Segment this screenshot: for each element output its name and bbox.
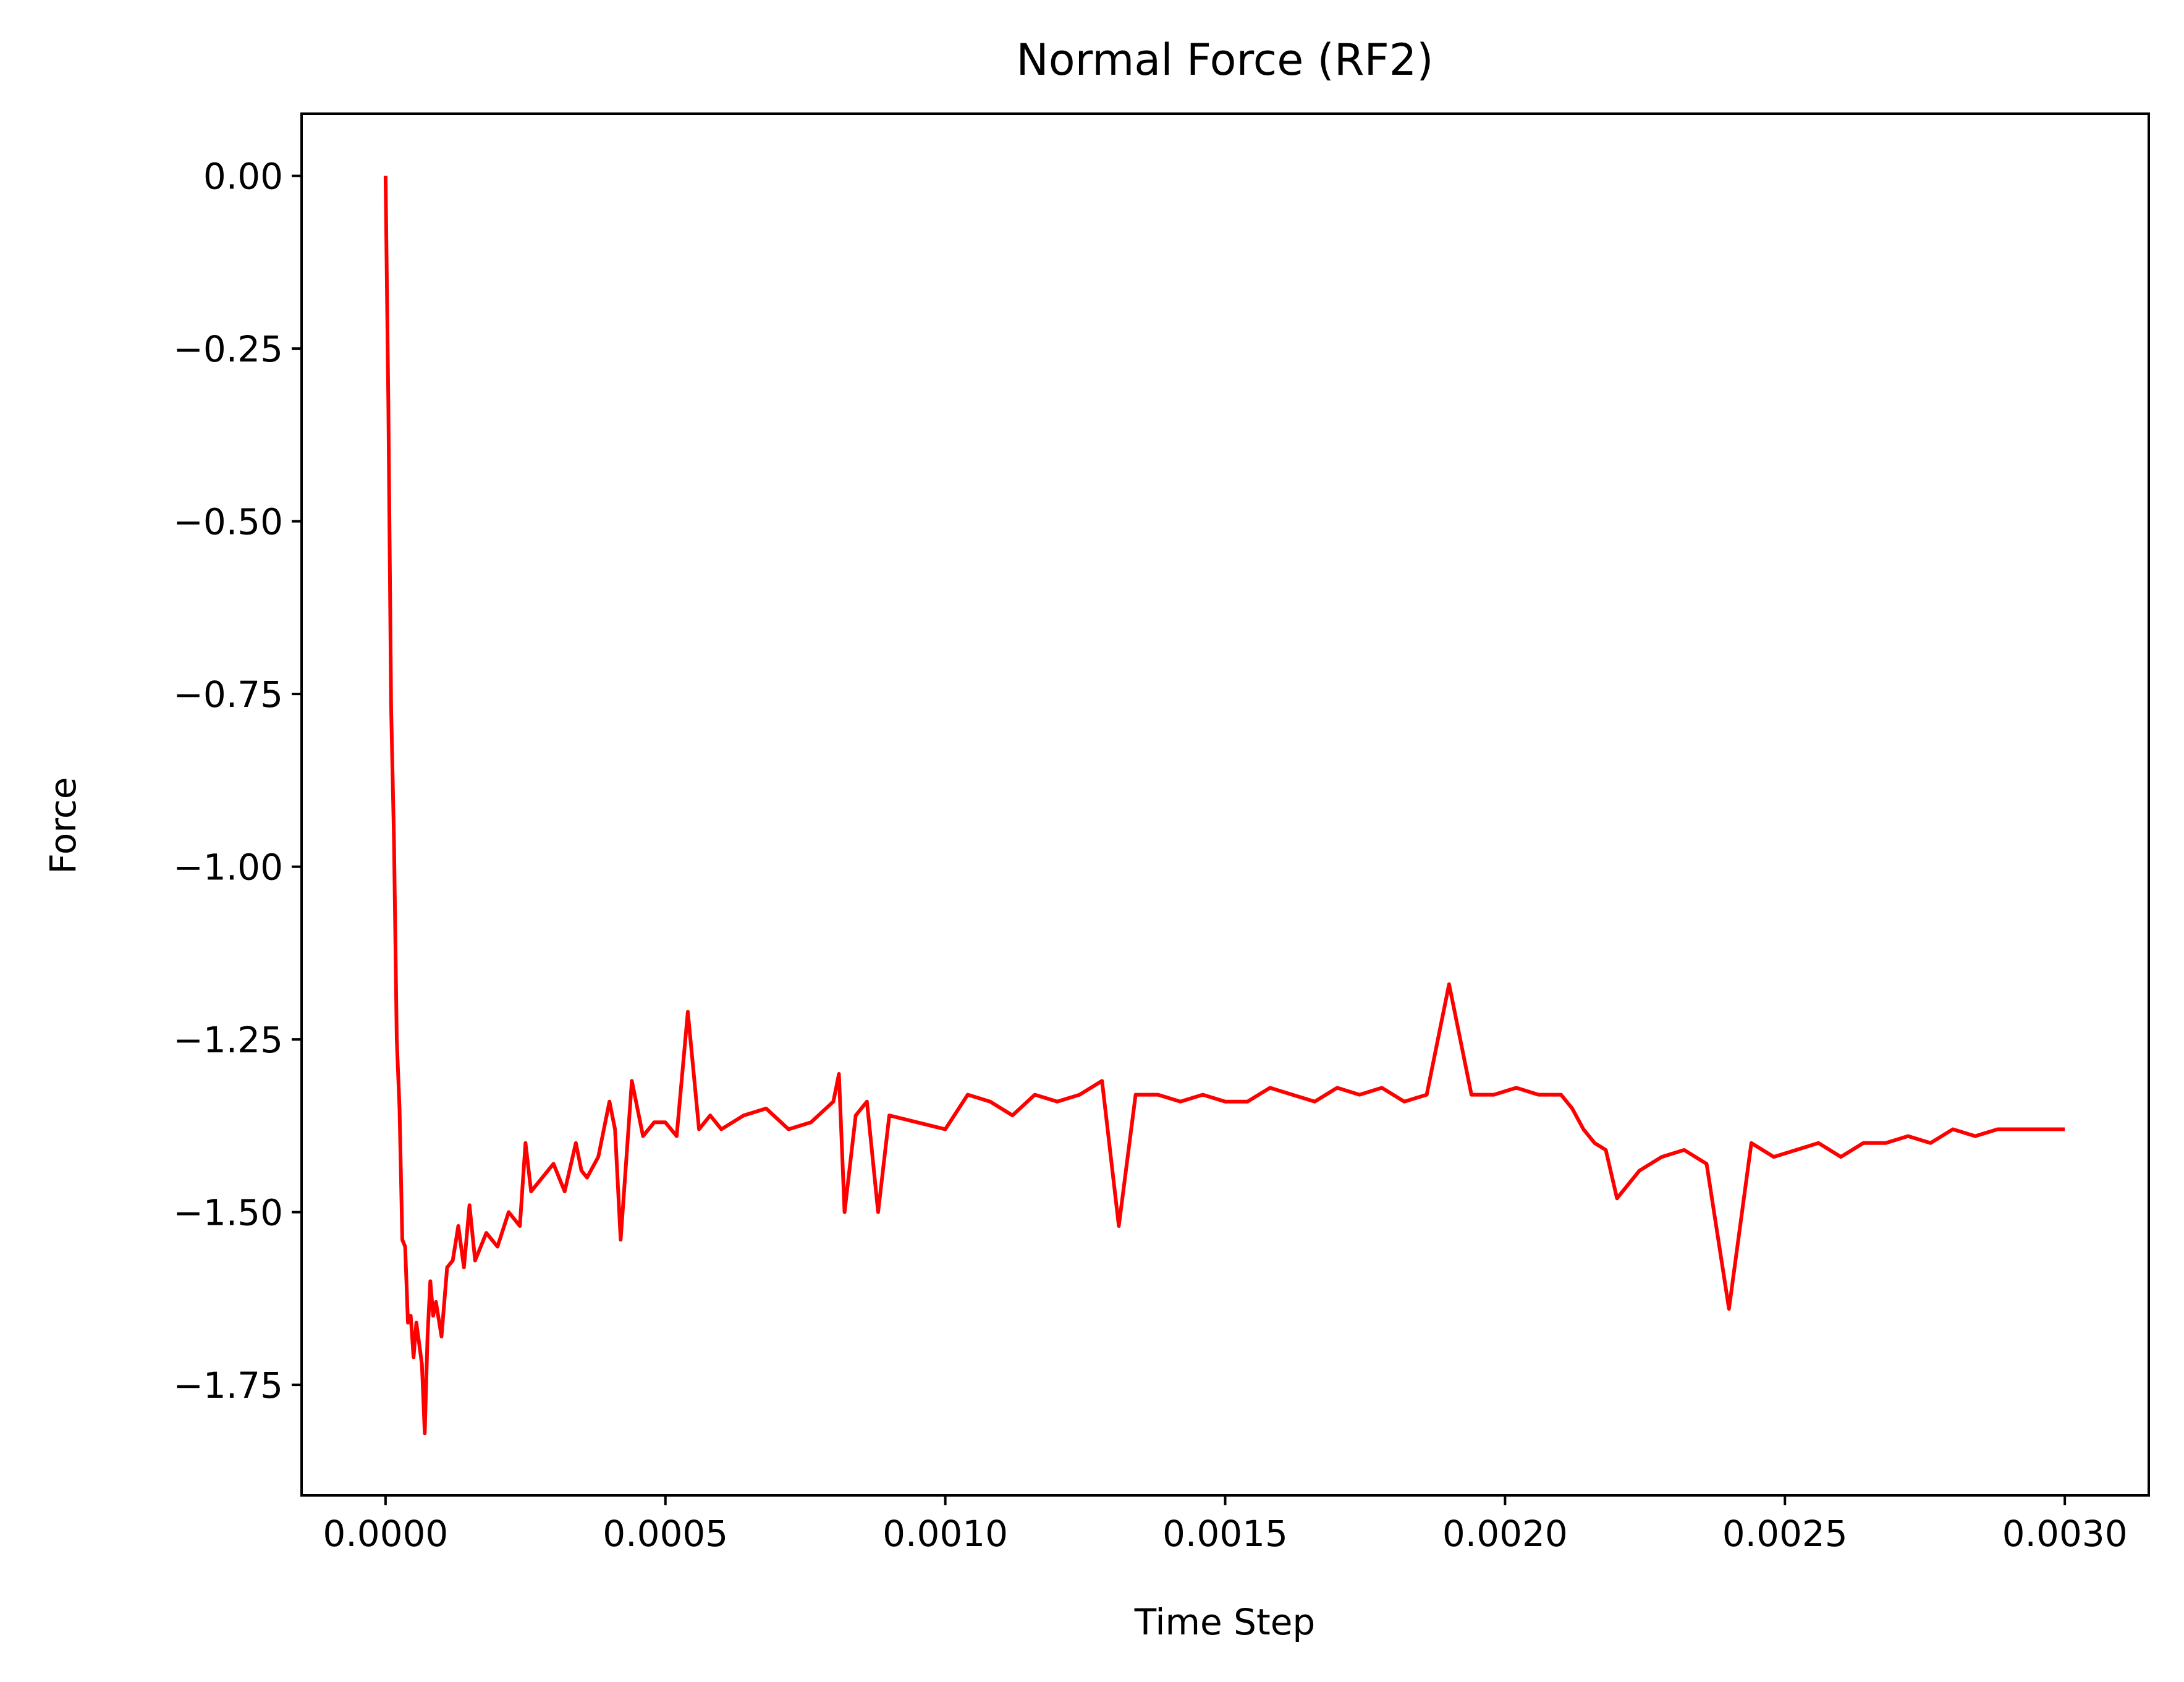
y-tick-label: −1.00	[173, 847, 283, 889]
y-axis-label: Force	[42, 777, 84, 874]
series-line-0	[383, 175, 2065, 1435]
x-tick-label: 0.0000	[323, 1513, 448, 1555]
axis-ticks: 0.0000 0.0005 0.0010 0.0015 0.0020 0.0025 0.00…	[173, 156, 2127, 1555]
axes-frame	[300, 112, 2150, 1497]
y-tick-label: 0.00	[203, 156, 283, 198]
y-tick-label: −1.25	[173, 1019, 283, 1061]
y-tick-label: −1.50	[173, 1192, 283, 1234]
x-axis-label: Time Step	[1134, 1601, 1315, 1643]
y-tick-label: −0.50	[173, 501, 283, 543]
y-tick-label: −0.75	[173, 674, 283, 716]
chart-title: Normal Force (RF2)	[1016, 35, 1433, 85]
x-tick-label: 0.0005	[603, 1513, 728, 1555]
x-tick-label: 0.0015	[1162, 1513, 1288, 1555]
y-tick-label: −0.25	[173, 328, 283, 370]
x-tick-label: 0.0030	[2002, 1513, 2128, 1555]
x-tick-label: 0.0010	[882, 1513, 1008, 1555]
y-tick-label: −1.75	[173, 1364, 283, 1406]
x-tick-label: 0.0020	[1442, 1513, 1568, 1555]
plot-area	[383, 175, 2065, 1435]
x-tick-label: 0.0025	[1722, 1513, 1848, 1555]
